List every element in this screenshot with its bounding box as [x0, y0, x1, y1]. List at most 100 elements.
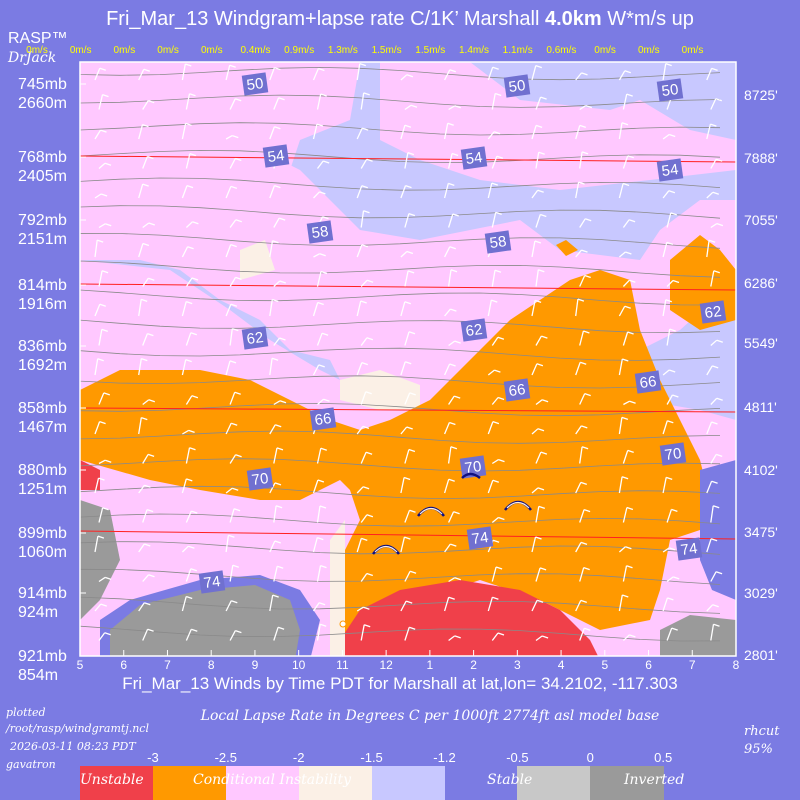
wind-barb-flag — [629, 400, 636, 404]
wind-barb-flag — [537, 487, 545, 491]
wind-barb-flag — [581, 72, 588, 76]
wind-barb-flag — [235, 157, 242, 162]
wind-barb — [531, 125, 537, 140]
wind-barb-flag — [536, 363, 544, 367]
wind-barb — [98, 507, 104, 523]
wind-barb-flag — [403, 476, 411, 481]
wind-barb-flag — [147, 332, 154, 337]
wind-barb — [181, 359, 187, 376]
wind-barb — [312, 364, 320, 376]
wind-barb — [487, 369, 495, 376]
wind-barb — [443, 183, 449, 199]
wind-barb — [623, 400, 630, 406]
wind-barb-flag — [626, 565, 633, 569]
wind-barb-flag — [103, 392, 111, 396]
wind-barb — [404, 392, 411, 405]
svg-text:70: 70 — [464, 458, 483, 477]
wind-barb-flag — [409, 570, 417, 574]
wind-barb — [444, 363, 451, 376]
wind-barb — [400, 600, 407, 612]
wind-barb — [181, 545, 189, 553]
wind-barb-flag — [405, 600, 413, 604]
wind-barb — [535, 506, 540, 523]
wind-barb — [575, 72, 583, 81]
wind-barb — [273, 566, 278, 582]
wind-barb-flag — [454, 635, 461, 639]
wind-barb — [491, 212, 497, 228]
wind-barb — [491, 155, 498, 169]
wind-barb-flag — [629, 634, 636, 638]
wind-barb-flag — [362, 486, 370, 490]
wind-barb-flag — [584, 627, 591, 631]
wind-barb-flag — [104, 632, 111, 636]
pressure-height-label: 792mb 2151m — [18, 212, 67, 248]
wind-barb-flag — [366, 337, 374, 341]
wind-barb-flag — [232, 327, 239, 332]
wind-barb — [400, 74, 408, 81]
wind-barb — [710, 454, 717, 464]
wind-barb — [662, 190, 670, 199]
wind-barb — [142, 156, 149, 169]
wind-barb-flag — [100, 193, 108, 197]
svg-text:54: 54 — [465, 149, 484, 168]
wind-barb-flag — [452, 213, 460, 217]
wind-barb — [225, 244, 232, 258]
svg-text:50: 50 — [508, 77, 527, 96]
wind-barb-flag — [497, 336, 505, 340]
wind-barb — [710, 339, 718, 346]
wind-barb — [142, 333, 149, 346]
wind-barb — [666, 212, 672, 228]
wind-barb — [360, 573, 368, 582]
wind-barb — [181, 478, 187, 494]
wind-barb — [666, 509, 673, 523]
wind-barb-flag — [668, 547, 676, 551]
wind-barb-flag — [711, 421, 718, 425]
wind-barb-flag — [715, 571, 723, 575]
wind-barb — [142, 454, 149, 464]
wind-barb-flag — [668, 190, 676, 194]
wind-barb-flag — [141, 416, 148, 421]
wind-barb — [400, 536, 406, 553]
updraft-speed-label: 0m/s — [200, 45, 223, 56]
wind-barb-flag — [404, 124, 412, 128]
wind-barb-flag — [672, 576, 680, 580]
wind-barb-flag — [541, 635, 549, 639]
wind-barb-flag — [185, 122, 192, 127]
wind-barb-flag — [230, 422, 238, 426]
wind-barb — [618, 251, 626, 258]
wind-barb — [273, 280, 281, 287]
wind-barb — [662, 547, 670, 553]
legend-swatch — [371, 766, 445, 800]
wind-barb-flag — [146, 508, 154, 513]
wind-barb-flag — [491, 299, 498, 303]
wind-barb-flag — [186, 478, 193, 482]
wind-barb — [273, 400, 281, 406]
wind-barb — [356, 300, 362, 317]
wind-barb — [360, 279, 368, 287]
wind-barb-flag — [671, 508, 678, 513]
wind-barb — [356, 185, 363, 199]
footer-host: gavatron — [6, 758, 56, 771]
time-tick-label: 1 — [426, 658, 434, 672]
wind-barb-flag — [274, 184, 281, 189]
wind-barb — [400, 185, 407, 199]
isotherm-line — [80, 260, 721, 278]
wind-barb — [575, 425, 582, 435]
wind-barb-flag — [711, 67, 718, 72]
wind-barb-flag — [104, 162, 112, 166]
wind-barb — [98, 632, 106, 641]
wind-barb — [225, 135, 233, 140]
wind-barb — [575, 362, 581, 376]
wind-barb-flag — [579, 361, 587, 365]
wind-barb — [94, 193, 102, 199]
isotherm-label: 50 — [656, 78, 684, 102]
wind-barb — [98, 270, 103, 287]
wind-barb — [182, 429, 189, 435]
wind-barb — [312, 602, 320, 612]
wind-barb — [181, 596, 187, 612]
wind-barb — [185, 93, 191, 110]
wind-barb — [491, 632, 499, 641]
wind-barb-flag — [627, 331, 634, 335]
wind-barb — [185, 332, 192, 346]
height-ft-label: 8725' — [744, 87, 778, 103]
